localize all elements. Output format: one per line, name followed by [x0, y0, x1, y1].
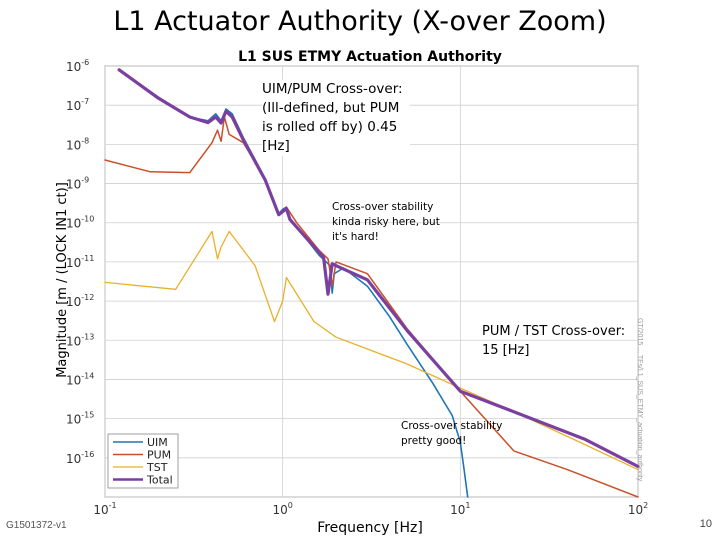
- y-tick-label: 10-12: [66, 293, 94, 309]
- y-tick-label: 10-8: [66, 136, 89, 152]
- series-lines: [104, 68, 640, 498]
- side-caption-text: GT/2015 ... TFs/L1_SUS_ETMY_actuation_au…: [636, 318, 643, 482]
- legend-label-pum: PUM: [147, 449, 171, 462]
- series-line-tst: [104, 230, 639, 471]
- slide-title: L1 Actuator Authority (X-over Zoom): [113, 6, 607, 37]
- x-tick-label: 101: [450, 501, 470, 517]
- y-tick-label: 10-10: [66, 215, 94, 231]
- document-id: G1501372-v1: [6, 520, 67, 531]
- legend-label-total: Total: [146, 474, 173, 487]
- slide-number: 10: [699, 518, 712, 530]
- x-tick-label: 10-1: [93, 501, 116, 517]
- y-tick-label: 10-11: [66, 254, 94, 270]
- side-caption: GT/2015 ... TFs/L1_SUS_ETMY_actuation_au…: [634, 318, 644, 494]
- y-tick-label: 10-9: [66, 176, 89, 192]
- annotation-crossover-risky: Cross-over stability kinda risky here, b…: [332, 201, 440, 243]
- chart-title: L1 SUS ETMY Actuation Authority: [238, 49, 502, 65]
- annotation-pum-tst-crossover: PUM / TST Cross-over: 15 [Hz]: [482, 324, 626, 358]
- y-tick-label: 10-14: [66, 371, 94, 387]
- legend-label-uim: UIM: [147, 436, 168, 449]
- tick-labels: 10-1 100 101 102 10-6 10-7 10-8 10-9 10-10 10-11 1…: [66, 58, 648, 517]
- y-tick-label: 10-16: [66, 450, 94, 466]
- annotation-crossover-good: Cross-over stability pretty good!: [401, 420, 503, 447]
- y-tick-label: 10-7: [66, 97, 89, 113]
- x-tick-label: 102: [628, 501, 648, 517]
- x-tick-label: 100: [272, 501, 292, 517]
- y-tick-label: 10-13: [66, 332, 94, 348]
- legend-label-tst: TST: [146, 461, 168, 474]
- x-axis-label: Frequency [Hz]: [317, 520, 423, 536]
- y-axis-label: Magnitude [m / (LOCK IN1 ct)]: [55, 182, 70, 378]
- series-line-total: [117, 68, 640, 469]
- y-tick-label: 10-15: [66, 411, 94, 427]
- annotation-uim-pum-crossover: UIM/PUM Cross-over: (Ill-defined, but PU…: [262, 80, 410, 156]
- y-tick-label: 10-6: [66, 58, 89, 74]
